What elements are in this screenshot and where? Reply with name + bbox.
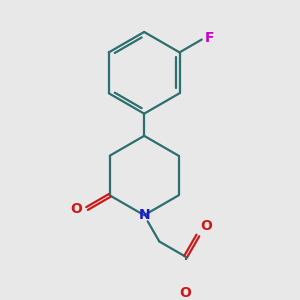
- Text: O: O: [70, 202, 83, 215]
- Text: N: N: [138, 208, 150, 222]
- Text: O: O: [180, 286, 192, 300]
- Text: F: F: [205, 32, 215, 45]
- Text: O: O: [200, 219, 212, 233]
